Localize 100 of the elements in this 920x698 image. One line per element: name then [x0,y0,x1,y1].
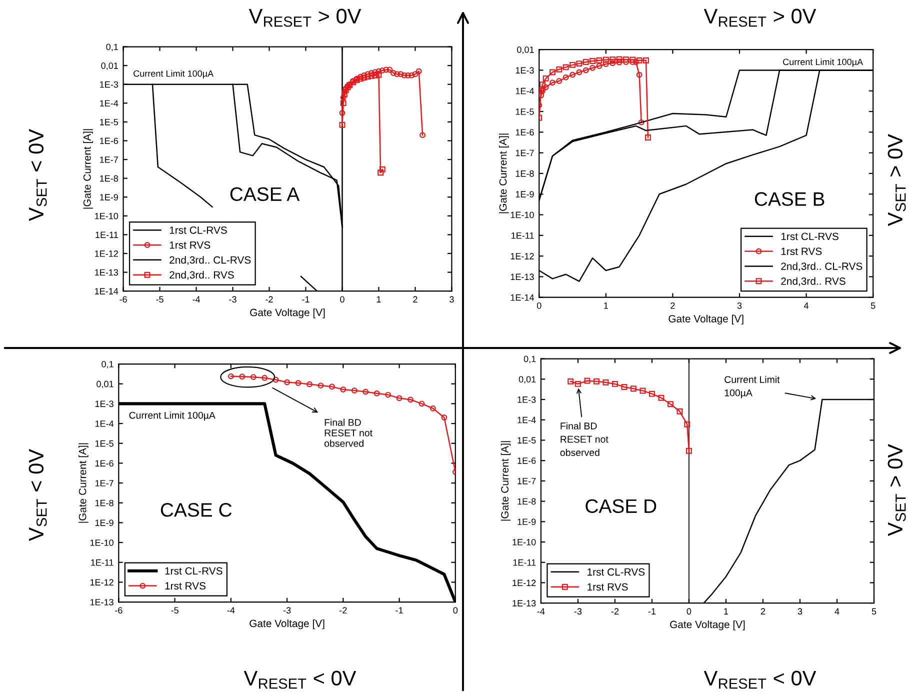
y-tick-label: 1E-3 [518,396,536,403]
annotation: CASE C [160,503,232,517]
x-tick-label: -2 [611,608,619,614]
y-tick-label: 1E-5 [518,437,536,444]
legend-label: 2nd,3rd.. RVS [170,270,234,280]
y-tick-label: 1E-12 [90,579,114,586]
y-tick-label: 0,01 [517,46,534,54]
x-tick-label: -2 [266,296,273,302]
y-tick-label: 1E-13 [510,274,534,280]
annotation: CASE A [230,187,300,202]
legend-label: 1rst CL-RVS [165,567,222,575]
x-tick-label: 1 [604,302,608,309]
x-tick-label: 5 [872,608,876,615]
x-tick-label: 2 [413,296,418,302]
text: V$_{SET}$ < 0V [28,449,47,542]
x-tick-label: -4 [537,608,545,614]
x-tick-label: 0 [536,302,542,309]
y-tick-label: 1E-8 [95,500,114,506]
x-tick-label: -2 [340,607,347,614]
x-tick-label: -1 [648,608,656,614]
x-tick-label: -1 [302,296,310,302]
y-tick-label: 1E-6 [516,129,534,136]
x-tick-label: -3 [574,608,582,615]
legend-label: 2nd,3rd.. CL-RVS [170,256,251,265]
legend-label: 1rst RVS [170,241,210,249]
y-tick-label: 1E-10 [512,538,536,546]
x-tick-label: 4 [834,608,840,614]
x-tick-label: 3 [450,296,454,303]
y-tick-label: 1E-7 [100,156,118,163]
y-tick-label: 1E-6 [100,138,118,144]
x-tick-label: -5 [156,296,164,303]
y-axis-title: |Gate Current [A]| [78,443,88,523]
y-tick-label: 1E-6 [95,460,114,467]
legend-label: 1rst CL-RVS [588,568,645,576]
text: V$_{RESET}$ < 0V [244,670,356,689]
x-tick-label: 3 [798,608,802,615]
y-tick-label: 1E-11 [512,232,534,239]
text: V$_{RESET}$ > 0V [704,8,816,27]
y-tick-label: 0,01 [101,62,118,70]
text: V$_{RESET}$ > 0V [248,8,362,27]
x-tick-label: -5 [171,607,178,614]
x-tick-label: 1 [376,296,381,302]
y-tick-label: 0,1 [102,360,114,368]
y-tick-label: 1E-5 [516,108,534,115]
y-tick-label: 1E-9 [516,191,534,198]
y-tick-label: 0,1 [106,44,118,52]
y-tick-label: 1E-6 [518,458,536,464]
x-tick-label: 3 [737,302,742,309]
y-tick-label: 1E-9 [100,194,118,200]
y-axis-title: |Gate Current [A]| [499,134,509,214]
y-tick-label: 1E-14 [95,288,118,294]
annotation: Current Limit 100µA [724,376,780,398]
y-tick-label: 1E-4 [95,420,114,427]
y-tick-label: 1E-8 [100,175,118,182]
y-tick-label: 1E-12 [512,580,536,586]
text: V$_{SET}$ < 0V [28,129,47,222]
legend-label: 2nd,3rd.. CL-RVS [781,262,862,272]
y-tick-label: 1E-5 [100,118,118,126]
legend-label: 2nd,3rd.. RVS [781,277,846,286]
legend-label: 1rst RVS [165,582,206,590]
x-tick-label: -3 [229,296,236,303]
x-tick-label: 2 [760,608,766,614]
y-tick-label: 0,01 [96,380,114,388]
legend-label: 1rst RVS [588,583,628,591]
y-tick-label: 1E-3 [516,67,534,74]
y-axis-title: |Gate Current [A]| [83,129,93,209]
y-tick-label: 1E-11 [96,232,118,238]
y-tick-label: 1E-10 [510,212,534,218]
x-tick-label: 1 [724,608,728,614]
y-tick-label: 1E-4 [518,416,536,424]
text: V$_{RESET}$ < 0V [704,670,816,689]
text: V$_{SET}$ > 0V [888,134,906,226]
y-tick-label: 1E-14 [510,294,534,301]
annotation: Final BD RESET not observed [560,422,608,456]
x-axis-title: Gate Voltage [V] [250,308,325,318]
x-tick-label: -4 [227,607,235,614]
legend-label: 1rst CL-RVS [781,232,838,240]
x-tick-label: 0 [686,608,692,615]
y-tick-label: 1E-12 [95,250,118,257]
y-tick-label: 1E-8 [516,170,534,177]
x-axis-title: Gate Voltage [V] [668,314,744,324]
y-tick-label: 1E-7 [518,478,536,484]
x-tick-label: -3 [283,607,291,614]
x-tick-label: 0 [340,296,344,303]
x-tick-label: -6 [120,296,127,303]
y-tick-label: 1E-3 [95,400,114,408]
y-tick-label: 0,1 [524,356,536,364]
y-tick-label: 1E-3 [100,81,118,88]
x-tick-label: -4 [192,296,200,302]
annotation: CASE D [586,499,656,514]
y-tick-label: 1E-10 [95,212,118,220]
annotation: Current Limit 100µA [783,58,864,67]
x-axis-title: Gate Voltage [V] [250,619,324,630]
y-tick-label: 1E-11 [513,559,536,566]
y-tick-label: 1E-13 [512,600,536,606]
y-tick-label: 1E-9 [95,520,114,526]
legend-label: 1rst CL-RVS [170,226,227,234]
legend-label: 1rst RVS [781,248,822,256]
y-tick-label: 0,01 [518,376,536,384]
x-tick-label: 0 [453,607,458,614]
